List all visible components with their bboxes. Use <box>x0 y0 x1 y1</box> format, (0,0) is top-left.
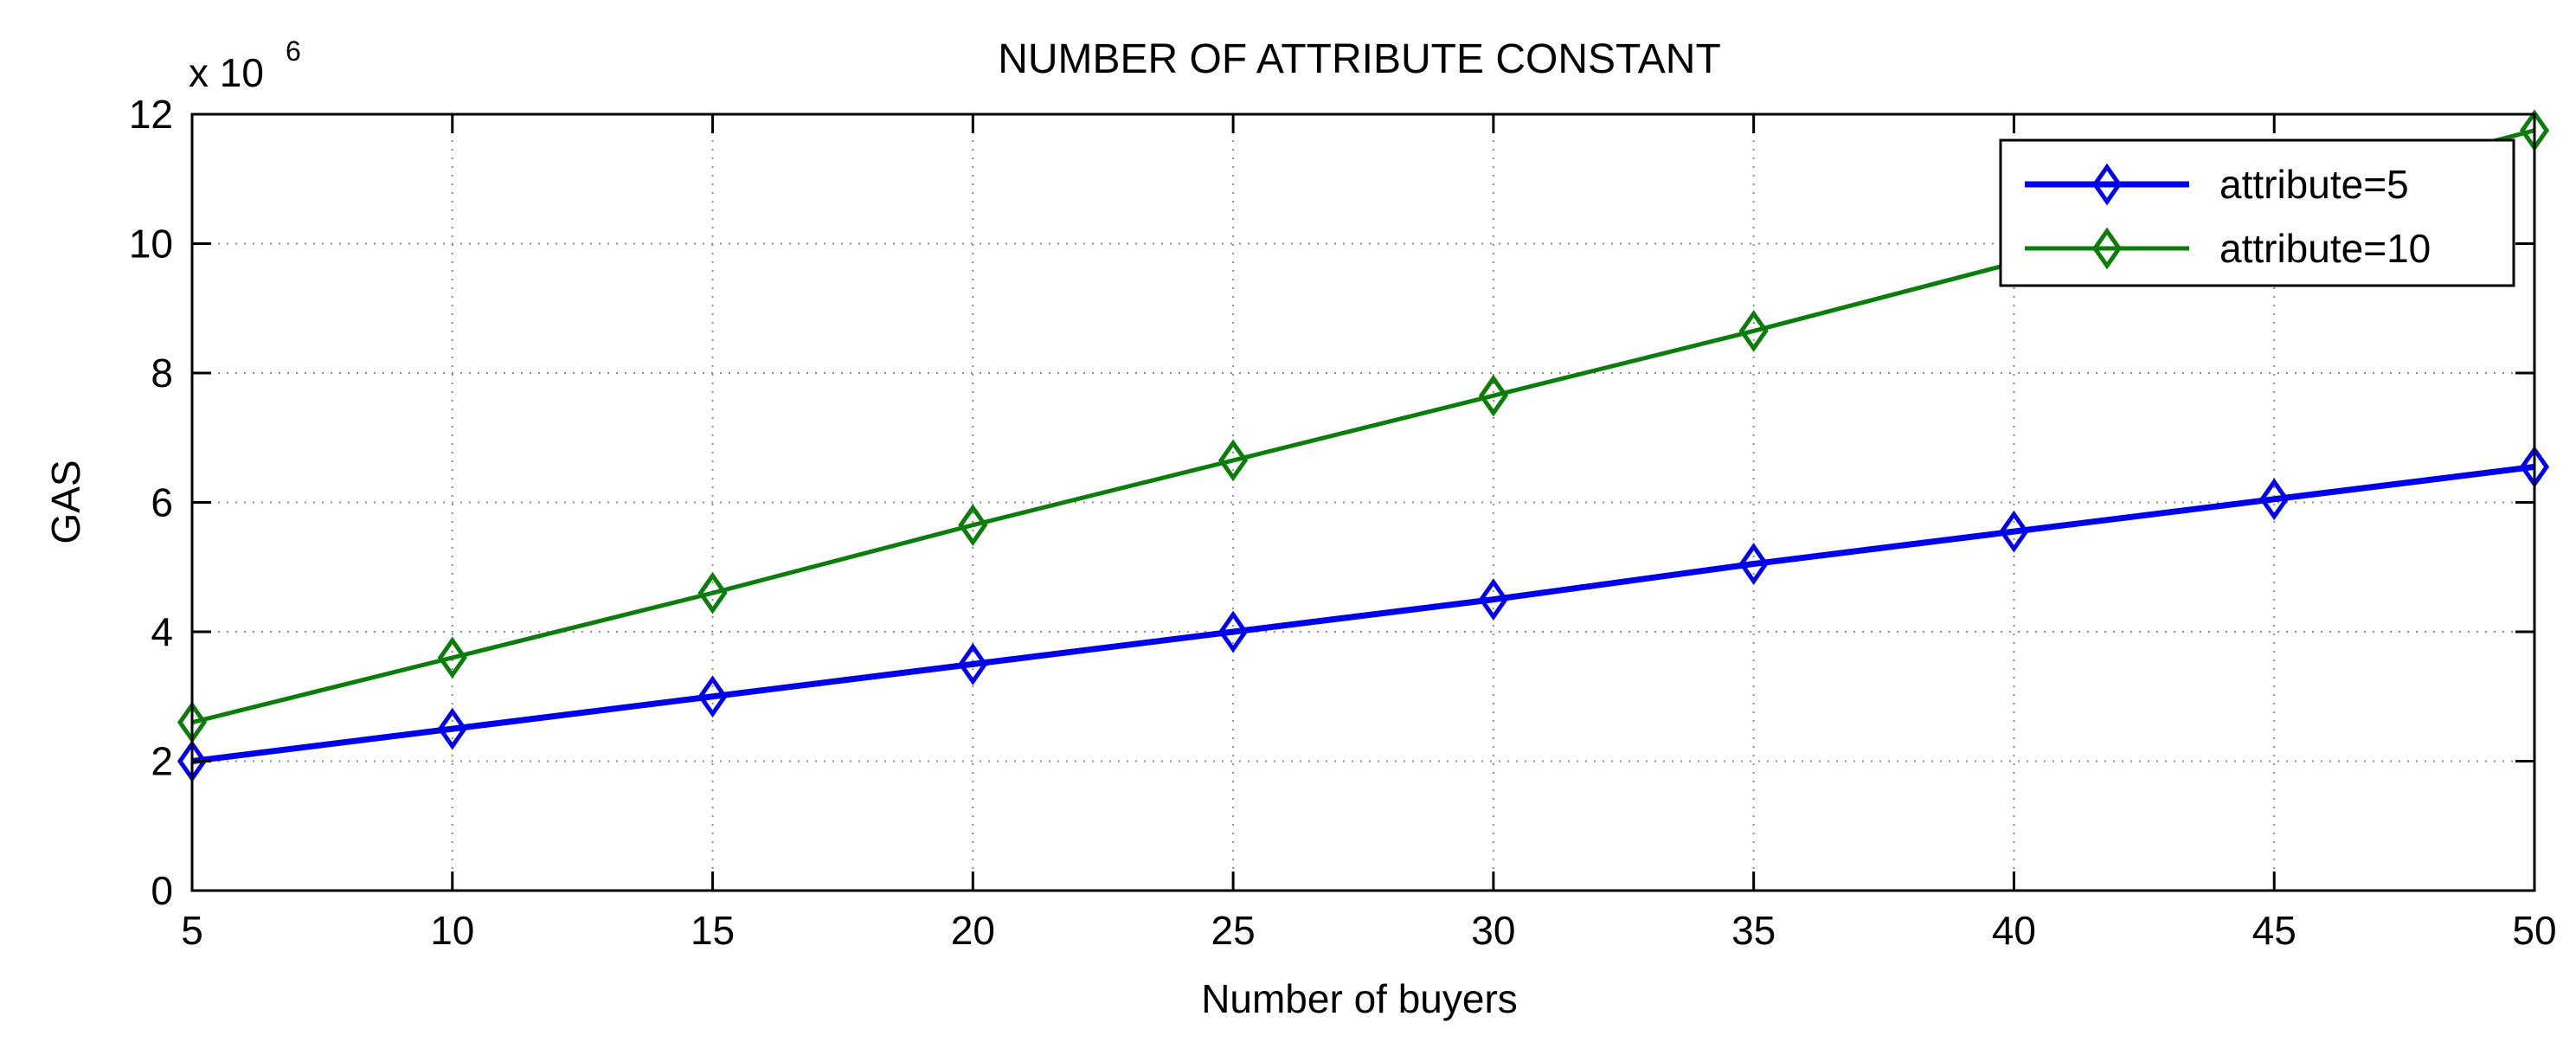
data-point-marker <box>1478 578 1508 621</box>
grid-lines <box>192 114 2534 891</box>
x-tick-label: 30 <box>1471 908 1515 953</box>
y-tick-label: 2 <box>151 739 173 784</box>
tick-labels: 5 10 15 20 25 30 35 40 45 50 0 2 4 6 8 10 12 <box>129 92 2557 953</box>
y-tick-label: 0 <box>151 868 173 913</box>
x-axis-label: Number of buyers <box>1201 976 1518 1021</box>
y-multiplier-exponent: 6 <box>286 35 301 67</box>
data-point-marker <box>958 643 988 685</box>
y-tick-label: 6 <box>151 480 173 525</box>
data-point-marker <box>1218 439 1249 482</box>
axis-ticks <box>190 113 2536 892</box>
legend-entry: attribute=10 <box>2025 226 2431 271</box>
data-point-marker <box>1738 310 1769 352</box>
data-point-marker <box>2259 478 2290 521</box>
legend-box <box>1999 138 2515 287</box>
x-tick-label: 40 <box>1992 908 2036 953</box>
y-tick-label: 12 <box>129 92 173 137</box>
x-tick-label: 20 <box>951 908 995 953</box>
data-point-marker <box>1738 543 1769 585</box>
data-point-marker <box>1478 374 1508 417</box>
data-point-marker <box>1218 610 1249 653</box>
y-axis-label: GAS <box>43 460 88 544</box>
y-tick-label: 4 <box>151 609 173 654</box>
x-tick-label: 35 <box>1731 908 1776 953</box>
x-tick-label: 50 <box>2512 908 2556 953</box>
legend-label: attribute=10 <box>2219 226 2431 271</box>
data-point-marker <box>437 707 467 750</box>
data-point-marker <box>697 675 728 718</box>
data-point-marker <box>697 571 728 614</box>
legend-label: attribute=5 <box>2219 162 2409 207</box>
data-point-marker <box>958 504 988 547</box>
data-point-marker <box>437 636 467 679</box>
series-line <box>191 463 2535 764</box>
legend: attribute=5 attribute=10 <box>1999 138 2515 287</box>
x-tick-label: 10 <box>430 908 474 953</box>
y-tick-label: 8 <box>151 351 173 396</box>
x-tick-label: 15 <box>691 908 735 953</box>
y-tick-label: 10 <box>129 222 173 267</box>
x-tick-label: 5 <box>181 908 203 953</box>
chart-title: NUMBER OF ATTRIBUTE CONSTANT <box>998 36 1721 82</box>
data-point-marker <box>1999 510 2029 553</box>
x-tick-label: 45 <box>2252 908 2297 953</box>
y-multiplier-prefix: x 10 <box>189 50 264 95</box>
legend-marker <box>2091 163 2123 206</box>
x-tick-label: 25 <box>1211 908 1256 953</box>
series-1 <box>177 446 2550 782</box>
legend-entry: attribute=5 <box>2025 162 2409 207</box>
legend-marker <box>2091 227 2123 270</box>
y-multiplier-label: x 10 6 <box>189 35 301 95</box>
